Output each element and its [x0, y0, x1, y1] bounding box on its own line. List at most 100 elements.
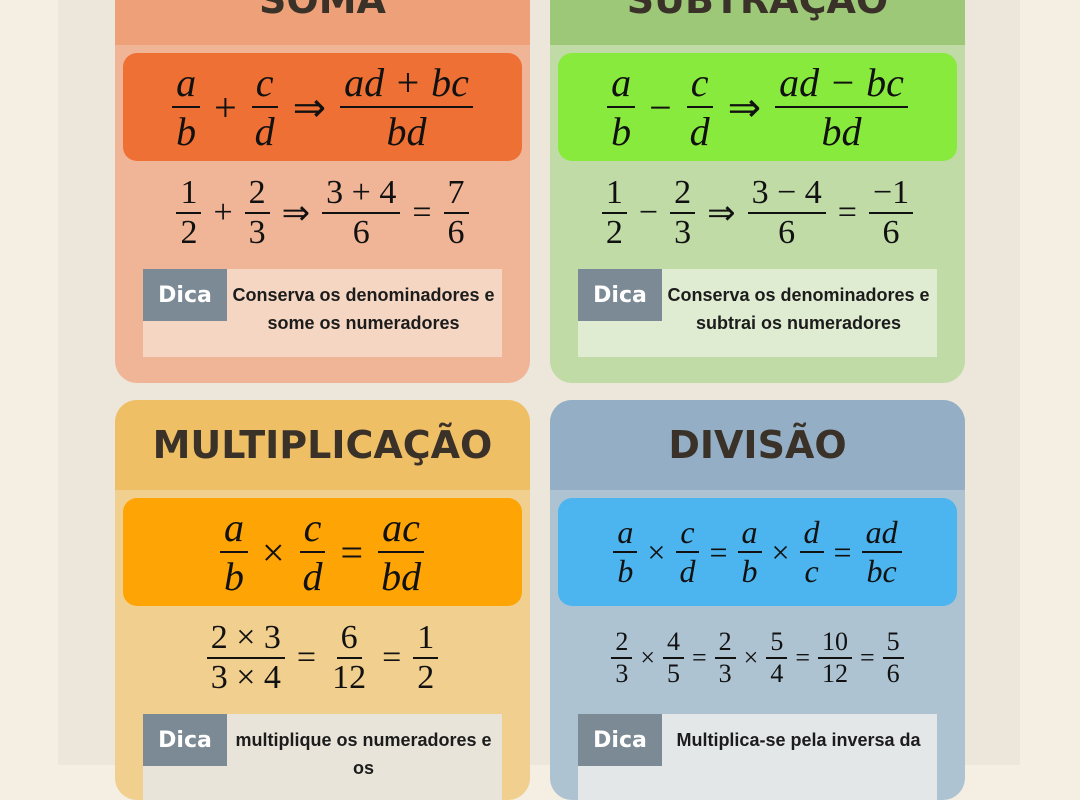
operator: = [296, 639, 317, 676]
numerator: 3 − 4 [747, 174, 826, 214]
formula-box: a b × c d = a b × d c = ad bc [558, 498, 957, 606]
fraction: ad bc [861, 514, 902, 590]
numerator: 2 × 3 [206, 619, 285, 659]
denominator: b [617, 553, 634, 589]
card-title: MULTIPLICAÇÃO [115, 400, 530, 490]
numerator: 1 [601, 174, 627, 214]
fraction: 10 12 [818, 627, 852, 689]
numerator: 5 [882, 627, 904, 659]
example: 2 3 × 4 5 = 2 3 × 5 4 = 10 12 = 5 6 [550, 606, 965, 710]
numerator: c [686, 59, 713, 108]
tip-box: Dica Conserva os denominadores e subtrai … [578, 269, 937, 357]
denominator: 6 [778, 214, 796, 251]
denominator: bd [381, 554, 422, 599]
numerator: 6 [336, 619, 362, 659]
numerator: a [172, 59, 201, 108]
operator: ⇒ [292, 84, 327, 130]
numerator: 1 [413, 619, 439, 659]
operator: ⇒ [707, 195, 736, 232]
operator: + [213, 194, 233, 231]
tip-text: multiplique os numeradores e os [235, 730, 492, 778]
tip-label: Dica [143, 269, 227, 321]
numerator: a [219, 504, 248, 553]
numerator: 1 [176, 174, 202, 214]
denominator: 6 [447, 214, 465, 251]
denominator: d [302, 554, 323, 599]
operator: × [771, 533, 790, 570]
denominator: 3 [615, 659, 629, 688]
numerator: 3 + 4 [322, 174, 401, 214]
denominator: bd [821, 109, 862, 154]
denominator: b [223, 554, 244, 599]
operator: × [647, 533, 666, 570]
numerator: 2 [670, 174, 696, 214]
operator: = [382, 639, 402, 676]
operator: = [709, 533, 728, 570]
operator: × [743, 643, 759, 672]
tip-box: Dica Multiplica-se pela inversa da [578, 714, 937, 800]
numerator: ad − bc [775, 59, 908, 108]
denominator: 6 [882, 214, 900, 251]
denominator: 2 [180, 214, 198, 251]
card-title: SUBTRAÇÃO [550, 0, 965, 45]
denominator: bd [386, 109, 427, 154]
operator: × [261, 529, 285, 575]
numerator: a [607, 59, 636, 108]
numerator: a [613, 514, 638, 553]
operator: − [649, 84, 672, 130]
formula-box: a b − c d ⇒ ad − bc bd [558, 53, 957, 161]
denominator: 12 [822, 659, 848, 688]
denominator: d [689, 109, 710, 154]
numerator: 2 [714, 627, 736, 659]
numerator: 5 [766, 627, 788, 659]
numerator: c [299, 504, 326, 553]
card-title: DIVISÃO [550, 400, 965, 490]
numerator: c [251, 59, 278, 108]
fraction: ad + bc bd [340, 59, 473, 155]
operator: = [340, 529, 364, 575]
tip-box: Dica Conserva os denominadores e some os … [143, 269, 502, 357]
example: 1 2 +2 3 ⇒ 3 + 4 6 = 7 6 [115, 161, 530, 265]
card: DIVISÃO a b × c d = a b × d c = ad bc 2 3 × 4 5 = 2 3 × 5 4 = 10 12 =… [550, 400, 965, 800]
operator: × [640, 643, 655, 672]
numerator: a [737, 514, 762, 553]
denominator: 5 [666, 659, 680, 688]
denominator: b [611, 109, 632, 154]
card: SUBTRAÇÃO a b − c d ⇒ ad − bc bd 1 2−2 3 ⇒ 3 − 4 6 = −1 6… [550, 0, 965, 383]
numerator: d [799, 514, 824, 553]
numerator: 7 [443, 174, 469, 214]
numerator: −1 [868, 174, 914, 214]
numerator: 4 [662, 627, 684, 659]
denominator: 12 [332, 659, 367, 696]
operator: = [412, 194, 432, 231]
denominator: b [176, 109, 197, 154]
formula-box: a b + c d ⇒ ad + bc bd [123, 53, 522, 161]
operator: + [214, 84, 237, 130]
operator: ⇒ [727, 84, 762, 130]
denominator: d [254, 109, 275, 154]
operator: − [638, 194, 659, 231]
denominator: 3 [248, 214, 266, 251]
denominator: 6 [886, 659, 900, 688]
